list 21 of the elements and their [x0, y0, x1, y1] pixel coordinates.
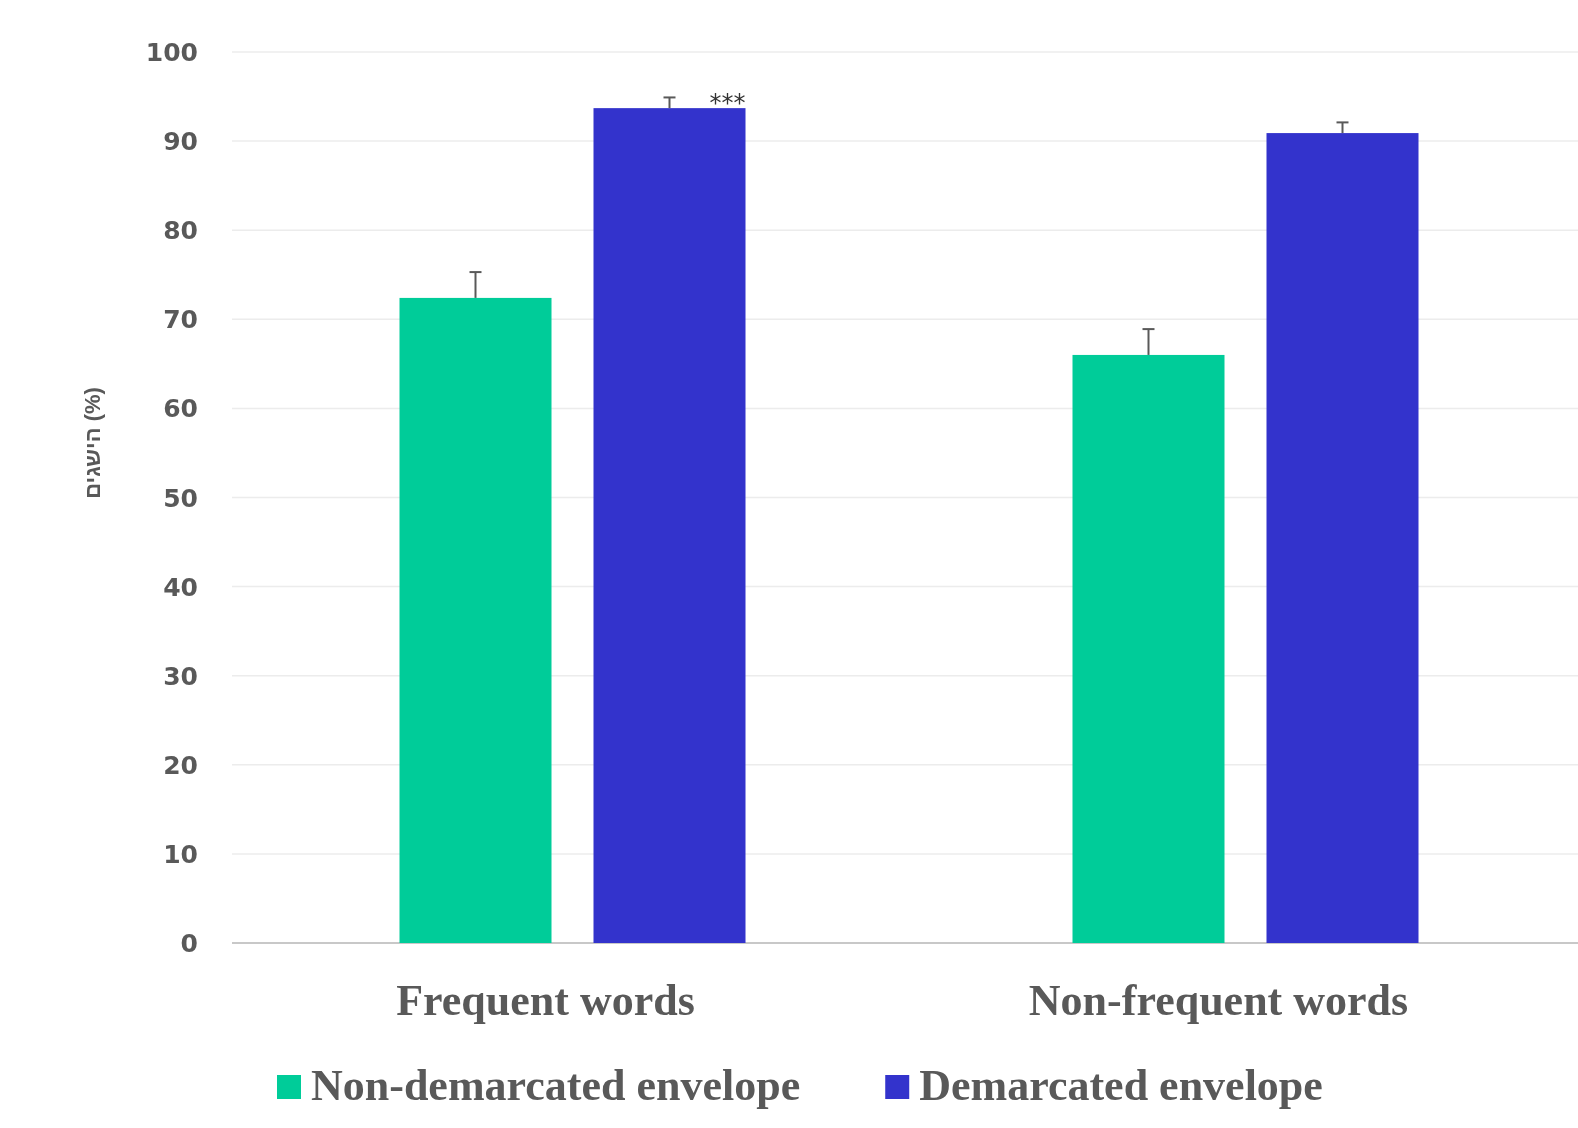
bar	[1072, 354, 1225, 943]
bar	[1266, 133, 1419, 943]
y-tick-label: 10	[163, 839, 198, 869]
y-tick-label: 50	[163, 483, 198, 513]
y-tick-label: 30	[163, 661, 198, 691]
y-tick-label: 100	[145, 38, 198, 67]
y-tick-label: 80	[163, 216, 198, 246]
bar	[399, 297, 552, 943]
y-tick-label: 70	[163, 305, 198, 335]
annotation: ***	[709, 89, 746, 117]
y-tick-label: 20	[163, 750, 198, 780]
y-tick-label: 90	[163, 127, 198, 157]
y-tick-label: 0	[180, 929, 198, 958]
bar	[593, 108, 746, 943]
x-tick-label: Non-frequent words	[1028, 976, 1409, 1025]
y-tick-label: 60	[163, 394, 198, 424]
legend-label: Non-demarcated envelope	[311, 1061, 801, 1110]
y-axis-title: הישגים (%)	[80, 387, 105, 499]
y-tick-label: 40	[163, 572, 198, 602]
legend-label: Demarcated envelope	[919, 1061, 1323, 1110]
x-tick-label: Frequent words	[396, 976, 695, 1025]
